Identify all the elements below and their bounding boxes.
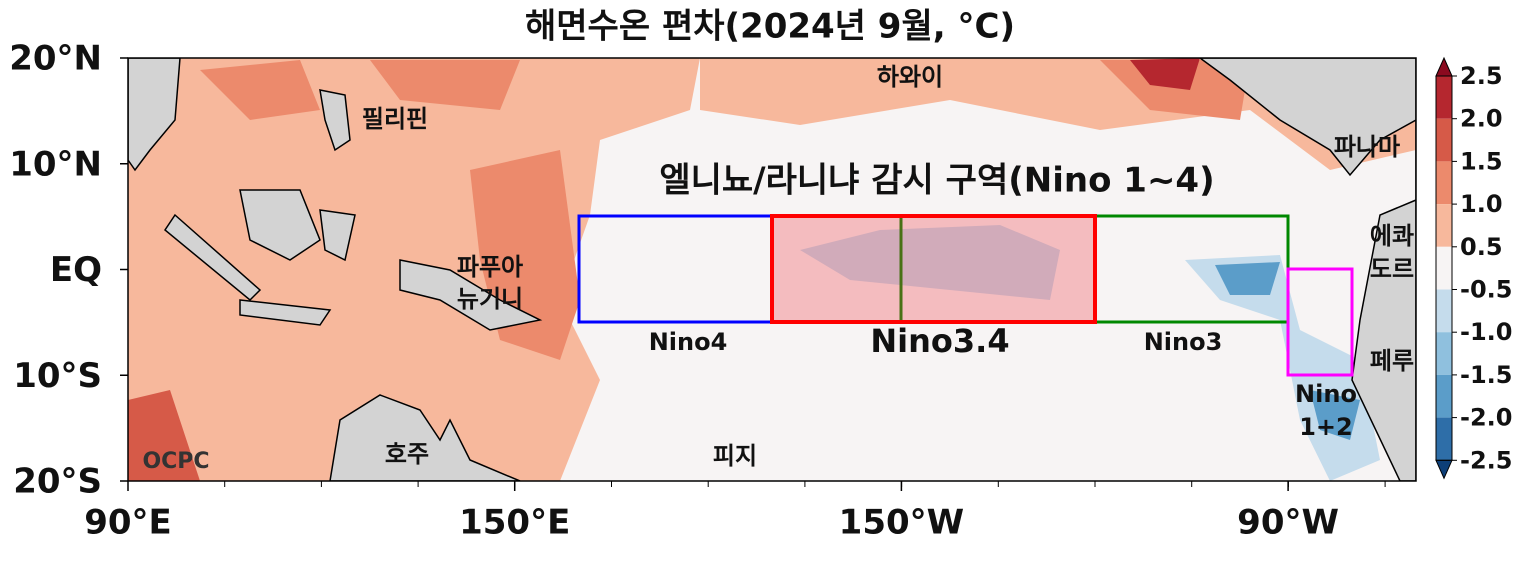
colorbar: 2.5 2.0 1.5 1.0 0.5 -0.5 -1.0 -1.5 -2.0 -2.5 — [1435, 56, 1512, 480]
region-label: 1+2 — [1299, 413, 1353, 441]
anomaly-area — [800, 225, 1060, 300]
place-label: 필리핀 — [362, 105, 428, 133]
colorbar-label: -0.5 — [1460, 276, 1512, 304]
nino34-box — [770, 214, 1097, 324]
nino12-box — [1286, 267, 1354, 377]
lon-tick-label: 150°W — [839, 503, 964, 543]
colorbar-band — [1436, 246, 1452, 290]
colorbar-frame — [1435, 75, 1453, 461]
colorbar-label: 2.0 — [1460, 105, 1503, 133]
colorbar-band — [1436, 76, 1452, 119]
anomaly-area — [128, 390, 200, 481]
anomaly-area — [200, 60, 1250, 120]
place-label: 페루 — [1370, 347, 1414, 375]
place-label: 파푸아 — [457, 253, 523, 281]
colorbar-band — [1436, 374, 1452, 418]
colorbar-label: 2.5 — [1460, 62, 1503, 90]
colorbar-label: -1.0 — [1460, 318, 1512, 346]
colorbar-band — [1436, 332, 1452, 375]
colorbar-band — [1436, 161, 1452, 205]
anomaly-area — [1215, 262, 1360, 440]
map — [128, 58, 1416, 481]
place-label: 뉴기니 — [457, 285, 523, 313]
place-label: 하와이 — [877, 63, 943, 91]
lat-tick-label: 20°N — [9, 39, 102, 79]
region-label: Nino4 — [649, 328, 728, 356]
place-label: 도르 — [1370, 255, 1414, 283]
colorbar-label: -1.5 — [1460, 361, 1512, 389]
lat-tick-label: 10°N — [9, 144, 102, 184]
region-label: Nino3.4 — [870, 322, 1009, 360]
colorbar-label: 1.5 — [1460, 147, 1503, 175]
colorbar-band — [1436, 204, 1452, 247]
lat-tick-label: 10°S — [13, 356, 102, 396]
colorbar-band — [1436, 118, 1452, 162]
title: 해면수온 편차(2024년 9월, °C) — [525, 7, 1015, 47]
colorbar-label: -2.5 — [1460, 446, 1512, 474]
region-label: Nino — [1295, 380, 1357, 408]
lat-tick-label: 20°S — [13, 462, 102, 502]
place-label: 호주 — [385, 440, 429, 468]
colorbar-band — [1436, 417, 1452, 461]
place-label: 에콰 — [1370, 222, 1414, 250]
region-title: 엘니뇨/라니냐 감시 구역(Nino 1~4) — [659, 161, 1214, 201]
land — [128, 58, 1416, 481]
source-label: OCPC — [142, 449, 209, 474]
colorbar-label: 1.0 — [1460, 190, 1503, 218]
lon-tick-label: 90°E — [84, 503, 172, 543]
colorbar-label: -2.0 — [1460, 404, 1512, 432]
lon-tick-label: 150°E — [459, 503, 570, 543]
colorbar-extend — [1435, 56, 1453, 77]
place-label: 파나마 — [1334, 133, 1400, 161]
axes: 20°N 10°N EQ 10°S 20°S90°E 150°E 150°W 90°W — [9, 39, 1386, 543]
place-label: 피지 — [713, 442, 757, 470]
colorbar-band — [1436, 289, 1452, 333]
colorbar-extend — [1435, 459, 1453, 480]
lat-tick-label: EQ — [50, 250, 102, 290]
anomaly-area — [1130, 58, 1200, 90]
lon-tick-label: 90°W — [1237, 503, 1339, 543]
region-label: Nino3 — [1144, 328, 1223, 356]
colorbar-label: 0.5 — [1460, 233, 1503, 261]
